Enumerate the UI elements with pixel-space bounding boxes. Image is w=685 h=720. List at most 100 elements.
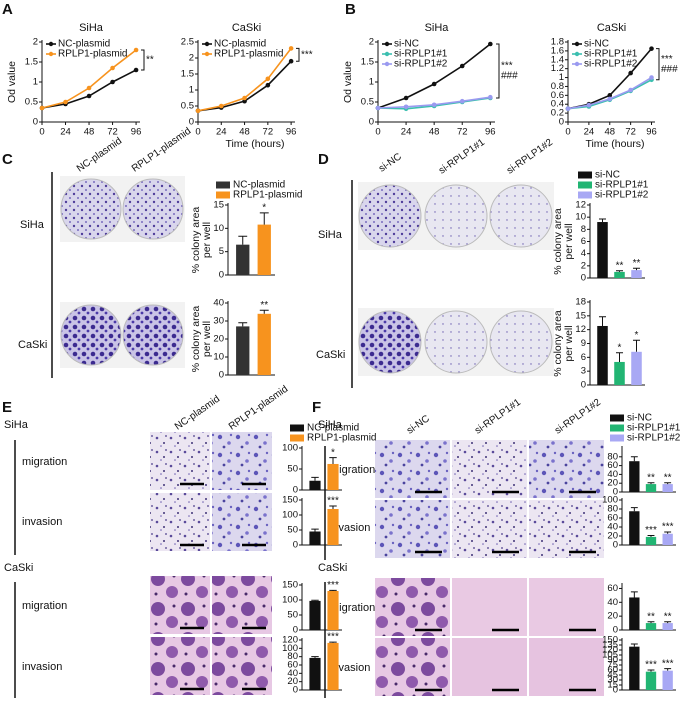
y-tick-label: 1.8 [551,37,564,48]
bar [614,361,625,385]
y-tick-label: 100 [282,595,298,606]
y-tick-label: 0.5 [361,97,374,108]
y-tick-label: 0 [369,117,374,128]
y-axis-label: Od value [6,61,18,103]
row-label: SiHa [318,419,343,431]
error-bar [615,352,624,362]
micrograph [150,576,210,634]
point [133,67,139,73]
y-tick-label: 6 [581,352,586,363]
bar [645,484,657,492]
y-tick-label: 150 [282,495,298,506]
bar [662,533,673,545]
bar [309,657,321,690]
micrograph [452,578,527,636]
legend-label: RPLP1-plasmid [233,190,302,201]
y-axis-label: per well [563,223,575,259]
legend-label: RPLP1-plasmid [214,49,283,60]
y-tick-label: 0.5 [25,97,38,108]
error-bar [598,218,607,223]
y-tick-label: 1 [369,77,374,88]
chart-title: SiHa [425,22,450,34]
y-tick-label: 4 [581,248,586,259]
y-tick-label: 20 [287,676,298,687]
panel-label: F [312,399,321,416]
y-axis-label: per well [201,222,213,258]
column-label: si-NC [377,151,404,174]
y-tick-label: 50 [287,464,298,475]
bar [631,351,642,385]
y-tick-label: 90 [607,655,618,666]
y-tick-label: 0.6 [551,90,564,101]
error-bar [329,505,337,509]
y-tick-label: 20 [607,611,618,622]
legend-label: si-NC [584,39,609,50]
y-tick-label: 0 [219,370,224,381]
panel-label: B [345,1,356,18]
error-bar [632,339,641,352]
y-tick-label: 0 [293,625,298,636]
x-tick-label: 48 [84,127,95,138]
bar [327,591,339,630]
y-tick-label: 1 [189,85,194,96]
y-tick-label: 40 [287,668,298,679]
y-tick-label: 75 [607,660,618,671]
point [242,98,247,104]
y-axis-label: per well [201,321,213,357]
column-label: si-RPLP1#2 [505,137,555,177]
point [628,70,633,76]
row-label: CaSki [18,339,47,351]
y-tick-label: 50 [287,610,298,621]
colony-plate [60,178,122,240]
bar [629,646,640,690]
y-tick-label: 0 [189,117,194,128]
chart-title: SiHa [79,22,104,34]
bar [629,511,640,545]
assay-label: invasion [330,522,370,534]
point [459,98,465,104]
point [110,79,115,85]
column-label: si-RPLP1#1 [437,137,487,177]
y-tick-label: 2 [33,37,38,48]
point [459,63,465,69]
y-tick-label: 105 [602,650,618,661]
point [431,81,437,87]
error-bar [311,528,319,532]
x-tick-label: 96 [485,127,496,138]
legend-swatch [48,51,54,57]
micrograph [375,440,450,498]
micrograph [375,638,450,696]
y-tick-label: 60 [607,665,618,676]
annotation: *** [327,496,339,507]
x-tick-label: 72 [107,127,118,138]
point [403,104,409,110]
annotation: * [618,342,622,353]
colony-plate [358,310,422,374]
micrograph [375,578,450,636]
annotation: ** [146,55,154,66]
x-tick-label: 0 [565,127,570,138]
y-tick-label: 80 [287,651,298,662]
legend-swatch [216,181,230,189]
error-bar [329,457,337,464]
y-axis-label: Od value [342,61,354,103]
x-axis-label: Time (hours) [225,138,284,150]
annotation: * [331,447,335,458]
legend-swatch [578,171,592,179]
micrograph [212,432,272,490]
micrograph [452,440,527,498]
error-bar [311,476,319,481]
legend-swatch [48,41,54,47]
error-bar [630,591,638,598]
bar [236,244,250,275]
column-label: si-NC [405,413,432,436]
row-label: CaSki [4,562,33,574]
micrograph [529,638,604,696]
y-tick-label: 0 [293,685,298,696]
y-tick-label: 0.2 [551,108,564,119]
annotation: *** [327,580,339,591]
y-tick-label: 5 [219,246,224,257]
error-bar [598,316,607,326]
y-tick-label: 1.5 [25,57,38,68]
y-tick-label: 60 [607,460,618,471]
